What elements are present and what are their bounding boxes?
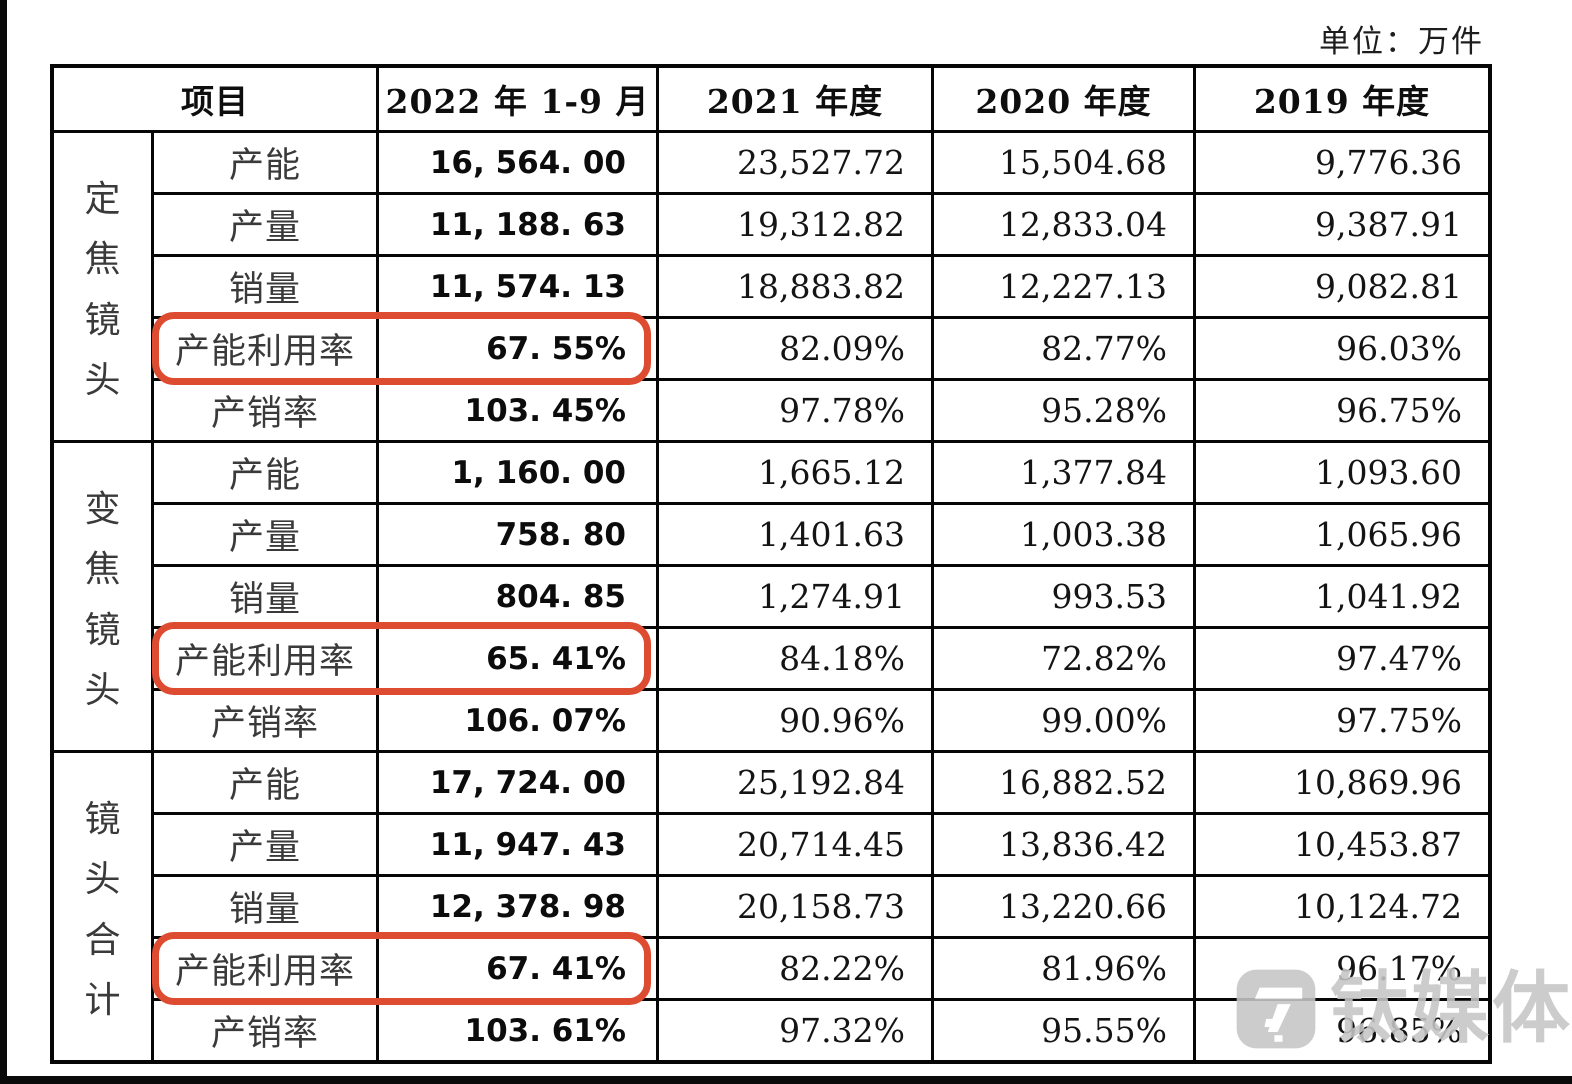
row-label: 产能 xyxy=(154,133,376,192)
row-label: 产量 xyxy=(154,815,376,874)
value-cell: 16,882.52 xyxy=(934,753,1193,812)
value-cell: 11, 574. 13 xyxy=(379,257,656,316)
row-label: 产能利用率 xyxy=(154,629,376,688)
value-cell: 97.75% xyxy=(1196,691,1488,750)
value-cell: 1,665.12 xyxy=(659,443,931,502)
page-bottom-border xyxy=(0,1076,1572,1084)
row-label: 产量 xyxy=(154,195,376,254)
row-label: 产销率 xyxy=(154,691,376,750)
value-cell: 1,065.96 xyxy=(1196,505,1488,564)
group-label-char: 变 xyxy=(84,488,121,530)
row-label: 产能利用率 xyxy=(154,319,376,378)
value-cell: 25,192.84 xyxy=(659,753,931,812)
value-cell: 10,869.96 xyxy=(1196,753,1488,812)
group-label-char: 头 xyxy=(84,360,121,402)
value-cell: 82.22% xyxy=(659,939,931,998)
value-cell: 17, 724. 00 xyxy=(379,753,656,812)
value-cell: 12, 378. 98 xyxy=(379,877,656,936)
value-cell: 81.96% xyxy=(934,939,1193,998)
value-cell: 90.96% xyxy=(659,691,931,750)
header-period-2020: 2020 年度 xyxy=(934,68,1193,130)
row-label: 销量 xyxy=(154,567,376,626)
value-cell: 67. 55% xyxy=(379,319,656,378)
value-cell: 1,041.92 xyxy=(1196,567,1488,626)
group-label-0: 定焦镜头 xyxy=(54,133,151,440)
value-cell: 13,220.66 xyxy=(934,877,1193,936)
header-item: 项目 xyxy=(54,68,376,130)
value-cell: 1,377.84 xyxy=(934,443,1193,502)
group-label-char: 镜 xyxy=(84,299,121,341)
group-label-char: 焦 xyxy=(84,239,121,281)
value-cell: 11, 947. 43 xyxy=(379,815,656,874)
header-period-2019: 2019 年度 xyxy=(1196,68,1488,130)
value-cell: 103. 45% xyxy=(379,381,656,440)
value-cell: 99.00% xyxy=(934,691,1193,750)
value-cell: 12,227.13 xyxy=(934,257,1193,316)
row-label: 产销率 xyxy=(154,1001,376,1060)
value-cell: 95.55% xyxy=(934,1001,1193,1060)
value-cell: 758. 80 xyxy=(379,505,656,564)
value-cell: 18,883.82 xyxy=(659,257,931,316)
unit-label: 单位：万件 xyxy=(1319,24,1484,60)
group-label-char: 定 xyxy=(84,178,121,220)
row-label: 产能 xyxy=(154,753,376,812)
value-cell: 12,833.04 xyxy=(934,195,1193,254)
value-cell: 82.77% xyxy=(934,319,1193,378)
value-cell: 10,453.87 xyxy=(1196,815,1488,874)
value-cell: 67. 41% xyxy=(379,939,656,998)
value-cell: 72.82% xyxy=(934,629,1193,688)
value-cell: 1,401.63 xyxy=(659,505,931,564)
value-cell: 84.18% xyxy=(659,629,931,688)
header-period-2022-jan-sep: 2022 年 1-9 月 xyxy=(379,68,656,130)
value-cell: 97.78% xyxy=(659,381,931,440)
row-label: 产能 xyxy=(154,443,376,502)
value-cell: 993.53 xyxy=(934,567,1193,626)
value-cell: 96.17% xyxy=(1196,939,1488,998)
header-period-2021: 2021 年度 xyxy=(659,68,931,130)
value-cell: 23,527.72 xyxy=(659,133,931,192)
value-cell: 103. 61% xyxy=(379,1001,656,1060)
value-cell: 20,158.73 xyxy=(659,877,931,936)
value-cell: 16, 564. 00 xyxy=(379,133,656,192)
value-cell: 804. 85 xyxy=(379,567,656,626)
value-cell: 82.09% xyxy=(659,319,931,378)
value-cell: 19,312.82 xyxy=(659,195,931,254)
row-label: 销量 xyxy=(154,257,376,316)
group-label-char: 头 xyxy=(84,670,121,712)
value-cell: 96.75% xyxy=(1196,381,1488,440)
value-cell: 9,082.81 xyxy=(1196,257,1488,316)
value-cell: 65. 41% xyxy=(379,629,656,688)
value-cell: 106. 07% xyxy=(379,691,656,750)
value-cell: 1,274.91 xyxy=(659,567,931,626)
row-label: 产能利用率 xyxy=(154,939,376,998)
group-label-char: 计 xyxy=(84,980,121,1022)
value-cell: 1,093.60 xyxy=(1196,443,1488,502)
value-cell: 9,387.91 xyxy=(1196,195,1488,254)
row-label: 产销率 xyxy=(154,381,376,440)
row-label: 销量 xyxy=(154,877,376,936)
value-cell: 11, 188. 63 xyxy=(379,195,656,254)
value-cell: 9,776.36 xyxy=(1196,133,1488,192)
group-label-char: 镜 xyxy=(84,609,121,651)
value-cell: 96.85% xyxy=(1196,1001,1488,1060)
value-cell: 15,504.68 xyxy=(934,133,1193,192)
value-cell: 10,124.72 xyxy=(1196,877,1488,936)
value-cell: 1, 160. 00 xyxy=(379,443,656,502)
group-label-char: 镜 xyxy=(84,798,121,840)
group-label-char: 合 xyxy=(84,919,121,961)
group-label-2: 镜头合计 xyxy=(54,753,151,1060)
value-cell: 97.32% xyxy=(659,1001,931,1060)
group-label-char: 头 xyxy=(84,859,121,901)
row-label: 产量 xyxy=(154,505,376,564)
group-label-1: 变焦镜头 xyxy=(54,443,151,750)
value-cell: 13,836.42 xyxy=(934,815,1193,874)
value-cell: 97.47% xyxy=(1196,629,1488,688)
value-cell: 20,714.45 xyxy=(659,815,931,874)
capacity-utilization-table: 项目 2022 年 1-9 月 2021 年度 2020 年度 2019 年度 … xyxy=(50,64,1492,1064)
value-cell: 95.28% xyxy=(934,381,1193,440)
value-cell: 1,003.38 xyxy=(934,505,1193,564)
group-label-char: 焦 xyxy=(84,549,121,591)
value-cell: 96.03% xyxy=(1196,319,1488,378)
page-left-border xyxy=(0,0,7,1084)
